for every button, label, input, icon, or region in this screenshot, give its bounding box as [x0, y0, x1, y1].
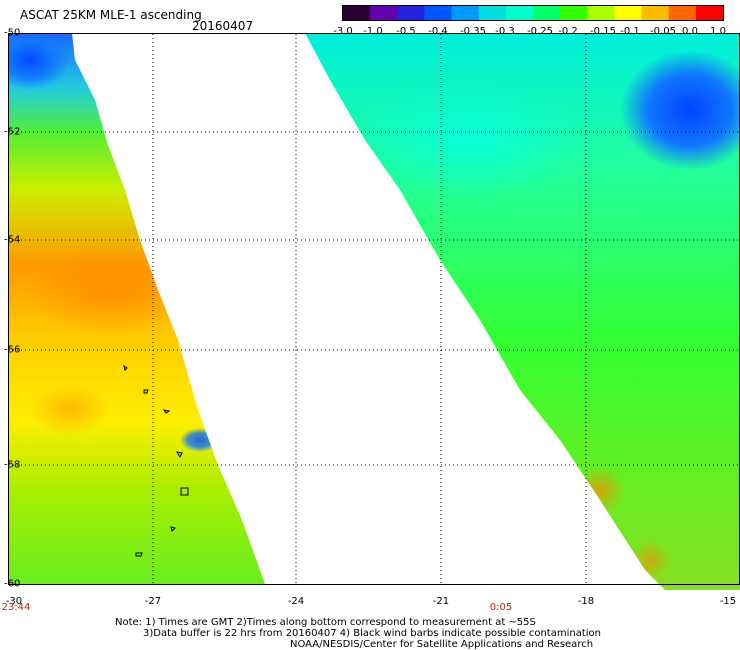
lat-tick-label: -50 — [4, 27, 21, 39]
wind-map — [8, 33, 740, 590]
lat-tick-label: -56 — [4, 344, 21, 356]
colorbar-label: -0.4 — [428, 26, 448, 37]
colorbar-swatch — [587, 6, 615, 20]
colorbar-label: -1.0 — [363, 26, 383, 37]
colorbar-label: -0.1 — [620, 26, 640, 37]
west-data-swath — [8, 33, 265, 584]
colorbar-label: -0.35 — [460, 26, 486, 37]
footnote-line: 3)Data buffer is 22 hrs from 20160407 4)… — [143, 628, 601, 639]
colorbar-label: -3.0 — [333, 26, 353, 37]
contamination-markers — [123, 364, 189, 557]
lon-tick-label: -18 — [577, 596, 595, 607]
colorbar-swatch — [668, 6, 697, 20]
colorbar-swatch — [370, 6, 398, 20]
lon-tick-label: -27 — [144, 596, 162, 607]
colorbar-label: -0.25 — [527, 26, 553, 37]
lon-tick-label: -21 — [432, 596, 450, 607]
colorbar-label: -0.2 — [558, 26, 578, 37]
colorbar-swatch — [397, 6, 425, 20]
colorbar-swatch — [451, 6, 480, 20]
colorbar-label: -0.3 — [495, 26, 515, 37]
colorbar-swatch — [478, 6, 507, 20]
footnote-line: NOAA/NESDIS/Center for Satellite Applica… — [290, 639, 594, 650]
colorbar-swatch — [343, 6, 371, 20]
colorbar-swatch — [614, 6, 643, 20]
colorbar-swatch — [505, 6, 534, 20]
colorbar-swatch — [695, 6, 723, 20]
footnote-line: Note: 1) Times are GMT 2)Times along bot… — [115, 617, 536, 628]
east-data-swath — [305, 33, 740, 590]
colorbar-gradient — [343, 6, 723, 20]
lat-tick-label: -60 — [4, 578, 21, 590]
lat-tick-label: -58 — [4, 459, 21, 471]
lon-tick-label: -15 — [719, 596, 737, 607]
colorbar-swatch — [424, 6, 453, 20]
map-date: 20160407 — [192, 19, 254, 33]
lat-tick-label: -52 — [4, 126, 21, 138]
map-title: ASCAT 25KM MLE-1 ascending — [20, 8, 202, 22]
colorbar-label: -0.05 — [650, 26, 676, 37]
colorbar-swatch — [560, 6, 588, 20]
gridlines — [9, 34, 739, 584]
colorbar — [342, 5, 724, 21]
colorbar-label: -0.5 — [396, 26, 416, 37]
lat-tick-label: -54 — [4, 234, 21, 246]
colorbar-swatch — [533, 6, 561, 20]
swath-time-label: 23:44 — [1, 602, 31, 613]
swath-time-label: 0:05 — [489, 602, 513, 613]
colorbar-swatch — [641, 6, 670, 20]
colorbar-label: 0.0 — [682, 26, 698, 37]
colorbar-label: 1.0 — [710, 26, 726, 37]
lon-tick-label: -30 — [5, 596, 23, 607]
lon-tick-label: -24 — [287, 596, 305, 607]
colorbar-label: -0.15 — [590, 26, 616, 37]
